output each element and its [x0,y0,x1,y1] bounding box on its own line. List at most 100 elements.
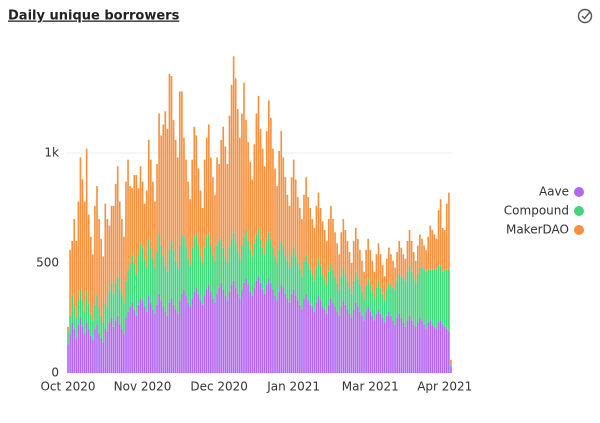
bar-segment [174,139,177,261]
bar-segment [143,307,146,373]
bar-segment [437,265,440,323]
bar-segment [230,84,233,239]
bar-segment [85,291,88,323]
bar-segment [191,159,194,248]
bar-segment [377,309,380,373]
bar-segment [73,329,76,373]
bar-segment [129,307,131,373]
bar-segment [178,91,181,246]
bar-segment [340,232,343,277]
bar-segment [236,252,239,294]
bar-segment [69,333,71,373]
bar-segment [406,241,409,272]
bar-segment [365,285,367,312]
bar-segment [431,269,434,325]
bar-segment [232,280,235,373]
bar-segment [332,219,334,270]
bar-segment [267,232,270,279]
bar-segment [328,219,330,272]
bar-segment [123,333,125,373]
bar-segment [379,254,382,288]
bar-segment [383,276,386,301]
bar-segment [85,148,88,292]
chart-title: Daily unique borrowers [8,9,180,24]
bar-segment [245,120,247,231]
bar-segment [104,329,107,373]
bar-segment [83,333,86,373]
bar-segment [344,230,347,275]
bar-segment [89,335,92,373]
bar-segment [328,304,330,373]
bar-segment [280,285,283,373]
bar-segment [116,276,119,316]
bar-segment [363,298,365,321]
bar-segment [212,177,214,255]
bar-segment [402,322,405,373]
bar-segment [181,293,183,373]
bar-segment [218,241,220,288]
bar-segment [342,219,345,268]
bar-segment [199,256,202,301]
bar-segment [257,95,260,228]
bar-segment [112,293,115,327]
bar-segment [96,296,98,325]
bar-segment [441,324,444,373]
bar-segment [102,342,105,373]
bar-segment [303,260,305,299]
bar-segment [301,219,303,277]
bar-segment [154,267,156,314]
check-icon[interactable] [577,8,593,24]
legend-label: MakerDAO [506,223,569,237]
bar-segment [270,117,272,239]
bar-segment [183,289,185,373]
bar-segment [92,320,94,341]
bar-segment [330,298,332,373]
bar-segment [338,315,341,373]
bar-segment [292,159,295,248]
bar-segment [243,82,245,237]
bar-segment [433,234,436,270]
bar-segment [118,201,121,290]
bar-segment [98,307,100,334]
bar-segment [259,128,262,239]
bar-segment [272,247,274,290]
bar-segment [145,267,148,312]
bar-segment [251,296,254,373]
bar-segment [121,329,123,373]
x-tick-label: Apr 2021 [417,380,472,394]
bar-segment [243,282,245,373]
bar-segment [311,274,314,308]
bar-segment [261,148,264,248]
bar-segment [210,291,212,373]
bar-segment [226,164,229,264]
bar-segment [137,254,140,305]
bar-segment [145,311,148,373]
bar-segment [152,258,154,310]
bar-segment [321,221,324,275]
bar-segment [388,311,390,373]
bar-segment [385,258,388,290]
bar-segment [222,126,225,248]
bar-segment [437,210,440,266]
bar-segment [67,331,69,345]
bar-segment [245,230,247,279]
bar-segment [158,234,160,294]
bar-segment [131,302,134,373]
bar-segment [232,232,235,281]
bar-segment [346,241,349,281]
bar-segment [396,280,398,319]
bar-segment [381,293,384,319]
bar-segment [361,291,363,316]
bar-segment [371,291,374,316]
bar-segment [429,225,432,270]
bar-segment [205,289,208,373]
bar-segment [92,254,94,321]
bar-segment [241,113,243,246]
bar-segment [427,322,430,373]
bar-segment [280,241,283,286]
bar-segment [87,214,90,303]
bar-segment [174,309,177,373]
bar-segment [299,304,301,373]
bar-segment [116,315,119,373]
bar-segment [154,201,156,268]
